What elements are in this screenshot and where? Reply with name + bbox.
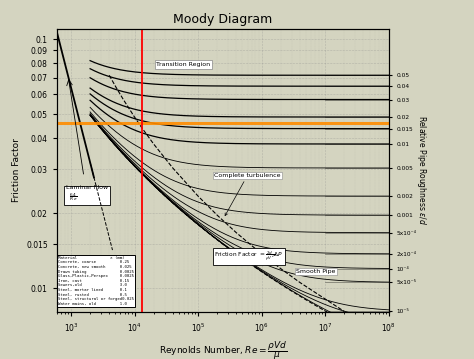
Text: Friction Factor $= \frac{2d}{\rho V^2}\Delta P$: Friction Factor $= \frac{2d}{\rho V^2}\D…: [214, 249, 283, 263]
Text: Laminar Flow
  $\frac{64}{Re}$: Laminar Flow $\frac{64}{Re}$: [65, 185, 108, 203]
Y-axis label: Friction Factor: Friction Factor: [11, 139, 20, 202]
Text: Smooth Pipe: Smooth Pipe: [296, 269, 336, 274]
Text: Transition Region: Transition Region: [156, 62, 210, 67]
Title: Moody Diagram: Moody Diagram: [173, 13, 273, 26]
Text: Complete turbulence: Complete turbulence: [214, 173, 281, 216]
X-axis label: Reynolds Number, $Re = \dfrac{\rho V d}{\mu}$: Reynolds Number, $Re = \dfrac{\rho V d}{…: [159, 339, 287, 359]
Text: Material              ε (mm)
Concrete, coarse          0.25
Concrete, new smooth: Material ε (mm) Concrete, coarse 0.25 Co…: [58, 256, 134, 306]
Y-axis label: Relative Pipe Roughness $\epsilon/d$: Relative Pipe Roughness $\epsilon/d$: [415, 116, 428, 225]
